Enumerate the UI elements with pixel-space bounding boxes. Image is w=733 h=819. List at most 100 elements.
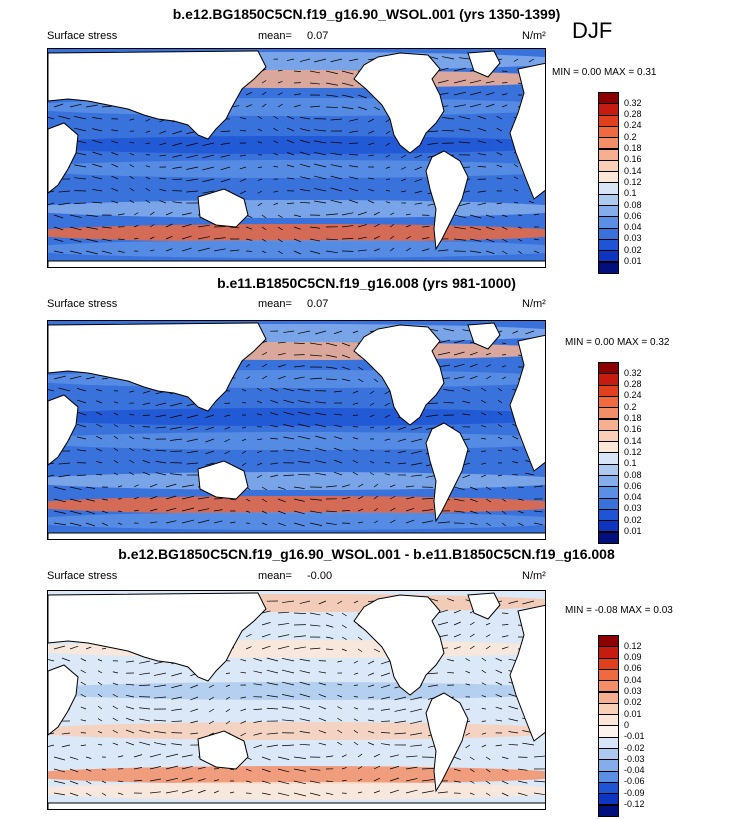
stress-vector	[309, 377, 323, 380]
stress-vector	[325, 70, 338, 75]
stress-vector	[341, 106, 354, 110]
stress-vector	[495, 694, 503, 698]
stress-vector	[525, 472, 535, 476]
stress-vector	[142, 414, 151, 416]
stress-vector	[277, 780, 290, 785]
stress-vector	[447, 671, 455, 674]
stress-vector	[149, 508, 158, 512]
stress-vector	[293, 376, 305, 380]
stress-vector	[477, 166, 487, 168]
stress-vector	[389, 777, 400, 782]
stress-vector	[171, 708, 183, 711]
stress-vector	[325, 780, 334, 783]
stress-vector	[485, 522, 492, 526]
field-band	[48, 682, 545, 700]
stress-vector	[397, 450, 407, 454]
stress-vector	[149, 791, 161, 794]
stress-vector	[314, 151, 327, 156]
stress-vector	[517, 768, 528, 771]
stress-vector	[410, 732, 423, 736]
stress-vector	[497, 436, 503, 440]
stress-vector	[117, 780, 124, 783]
stress-vector	[389, 754, 400, 758]
stress-vector	[501, 214, 508, 218]
stress-vector	[385, 154, 391, 158]
stress-vector	[337, 729, 343, 734]
stress-vector	[181, 484, 195, 488]
season-label: DJF	[572, 18, 613, 43]
stress-vector	[315, 447, 327, 452]
stress-vector	[299, 705, 311, 710]
stress-vector	[186, 190, 199, 193]
stress-vector	[220, 142, 231, 145]
stress-vector	[309, 792, 321, 796]
stress-vector	[273, 115, 279, 120]
stress-vector	[261, 80, 267, 84]
stress-vector	[325, 213, 338, 216]
stress-vector	[245, 633, 252, 638]
stress-vector	[384, 426, 391, 430]
stress-vector	[186, 166, 199, 170]
stress-vector	[469, 91, 482, 96]
stress-vector	[266, 669, 279, 674]
stress-vector	[384, 414, 391, 419]
stress-vector	[277, 792, 290, 797]
field-band	[48, 240, 545, 258]
stress-vector	[48, 116, 55, 120]
stress-vector	[205, 450, 215, 455]
stress-vector	[197, 778, 206, 782]
stress-vector	[533, 238, 540, 241]
stress-vector	[389, 507, 396, 512]
stress-vector	[447, 598, 455, 602]
stress-vector	[497, 474, 503, 477]
stress-vector	[197, 247, 210, 252]
stress-vector	[453, 486, 465, 490]
stress-vector	[172, 166, 183, 169]
stress-vector	[469, 103, 482, 108]
stress-vector	[341, 225, 354, 228]
stress-vector	[224, 426, 231, 430]
stress-vector	[368, 200, 375, 204]
stress-vector	[330, 58, 343, 63]
stress-vector	[485, 238, 495, 243]
colorbar-label: -0.04	[624, 765, 645, 776]
stress-vector	[462, 329, 471, 332]
stress-vector	[261, 633, 271, 638]
stress-vector	[261, 498, 268, 503]
stress-vector	[239, 116, 247, 120]
stress-vector	[337, 600, 343, 605]
stress-vector	[202, 154, 215, 159]
stress-vector	[477, 202, 487, 206]
stress-vector	[133, 212, 139, 216]
stress-vector	[125, 741, 135, 746]
land-mass	[197, 730, 249, 770]
panel-1-units: N/m²	[522, 30, 546, 42]
stress-vector	[113, 447, 119, 452]
stress-vector	[293, 342, 305, 344]
stress-vector	[85, 226, 98, 230]
stress-vector	[353, 600, 359, 604]
stress-vector	[266, 682, 279, 686]
stress-vector	[337, 694, 343, 698]
stress-vector	[129, 164, 135, 168]
stress-vector	[125, 729, 135, 734]
stress-vector	[481, 412, 487, 416]
stress-vector	[368, 58, 375, 60]
stress-vector	[273, 140, 279, 144]
stress-vector	[368, 118, 375, 123]
stress-vector	[357, 366, 364, 371]
stress-vector	[352, 459, 359, 464]
stress-vector	[165, 495, 177, 500]
colorbar-label: 0.2	[624, 131, 637, 142]
stress-vector	[229, 521, 236, 524]
stress-vector	[129, 175, 135, 180]
stress-vector	[401, 190, 407, 193]
stress-vector	[96, 460, 103, 464]
stress-vector	[101, 498, 108, 501]
stress-vector	[139, 729, 151, 734]
stress-vector	[367, 742, 375, 746]
stress-vector	[261, 522, 268, 526]
land-mass	[467, 322, 501, 350]
stress-vector	[325, 106, 338, 108]
stress-vector	[414, 178, 423, 183]
